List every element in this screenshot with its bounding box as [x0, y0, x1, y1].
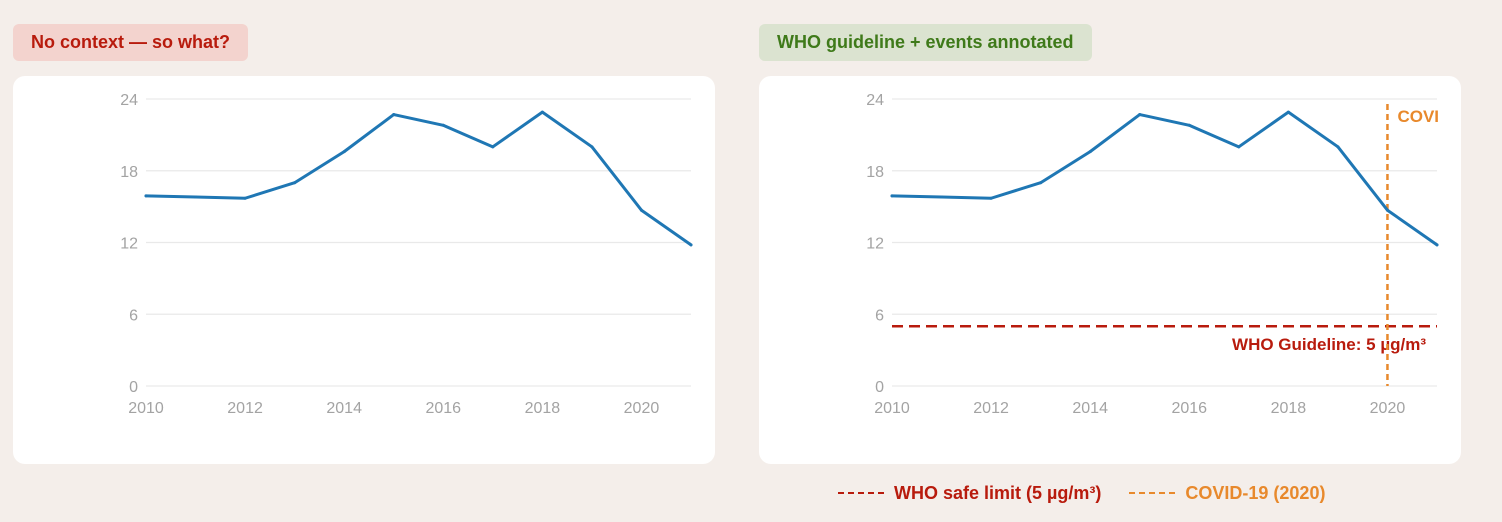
left-x-tick-label: 2020 — [624, 400, 660, 417]
right-data-point — [890, 194, 894, 198]
right-data-point — [989, 196, 993, 200]
left-x-tick-label: 2010 — [128, 400, 164, 417]
right-data-point — [1187, 123, 1191, 127]
left-y-tick-label: 24 — [120, 92, 138, 109]
right-data-point — [1385, 208, 1389, 212]
right-x-tick-label: 2014 — [1072, 400, 1108, 417]
left-y-tick-label: 0 — [129, 379, 138, 396]
right-who-guideline-label: WHO Guideline: 5 µg/m³ — [1232, 335, 1426, 354]
right-series-line — [890, 110, 1439, 247]
legend-who-label: WHO safe limit (5 µg/m³) — [894, 482, 1102, 503]
right-data-point — [1138, 113, 1142, 117]
right-y-tick-label: 24 — [866, 92, 884, 109]
right-y-tick-label: 0 — [875, 379, 884, 396]
right-data-point — [1088, 150, 1092, 154]
left-chart-card: 0 6 12 18 24 2010 2012 2014 2016 2018 2020 — [13, 76, 715, 464]
left-data-point — [540, 110, 544, 114]
left-data-point — [194, 195, 198, 199]
left-x-tick-label: 2016 — [425, 400, 461, 417]
right-x-tick-label: 2012 — [973, 400, 1009, 417]
right-x-tick-label: 2018 — [1271, 400, 1307, 417]
left-y-tick-label: 12 — [120, 236, 138, 253]
right-chart: 0 6 12 18 24 2010 2012 2014 2016 2018 2020 WHO Guid… — [866, 92, 1439, 417]
right-x-tick-label: 2010 — [874, 400, 910, 417]
left-data-point — [491, 145, 495, 149]
right-data-point — [1286, 110, 1290, 114]
right-x-tick-label: 2020 — [1370, 400, 1406, 417]
right-y-tick-label: 18 — [866, 164, 884, 181]
legend-covid-label: COVID-19 (2020) — [1185, 482, 1326, 503]
right-covid-label: COVI — [1397, 107, 1439, 126]
left-data-point — [689, 243, 693, 247]
left-series-line — [144, 110, 693, 247]
legend-who-swatch — [838, 492, 884, 494]
left-x-tick-label: 2018 — [525, 400, 561, 417]
left-panel-title: No context — so what? — [13, 24, 249, 61]
left-data-point — [441, 123, 445, 127]
left-data-point — [293, 181, 297, 185]
legend-item-who: WHO safe limit (5 µg/m³) — [838, 483, 1101, 504]
left-x-tick-label: 2014 — [326, 400, 362, 417]
left-data-point — [639, 208, 643, 212]
legend: WHO safe limit (5 µg/m³) COVID-19 (2020) — [838, 480, 1353, 506]
right-data-point — [1039, 181, 1043, 185]
left-y-tick-label: 18 — [120, 164, 138, 181]
left-data-point — [590, 145, 594, 149]
left-data-point — [144, 194, 148, 198]
left-data-point — [243, 196, 247, 200]
left-data-point — [342, 150, 346, 154]
right-y-tick-label: 6 — [875, 307, 884, 324]
legend-item-covid: COVID-19 (2020) — [1129, 483, 1325, 504]
left-x-tick-label: 2012 — [227, 400, 263, 417]
right-chart-card: 0 6 12 18 24 2010 2012 2014 2016 2018 2020 WHO Guid… — [759, 76, 1461, 464]
left-y-tick-label: 6 — [129, 307, 138, 324]
left-data-point — [392, 113, 396, 117]
right-y-tick-label: 12 — [866, 236, 884, 253]
right-panel-title: WHO guideline + events annotated — [759, 24, 1092, 61]
left-chart: 0 6 12 18 24 2010 2012 2014 2016 2018 2020 — [120, 92, 693, 417]
right-x-tick-label: 2016 — [1171, 400, 1207, 417]
legend-covid-swatch — [1129, 492, 1176, 494]
right-data-point — [1237, 145, 1241, 149]
right-data-point — [1435, 243, 1439, 247]
right-data-point — [940, 195, 944, 199]
right-data-point — [1336, 145, 1340, 149]
